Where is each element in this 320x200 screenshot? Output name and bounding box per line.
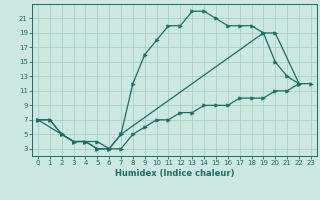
X-axis label: Humidex (Indice chaleur): Humidex (Indice chaleur) [115,169,234,178]
